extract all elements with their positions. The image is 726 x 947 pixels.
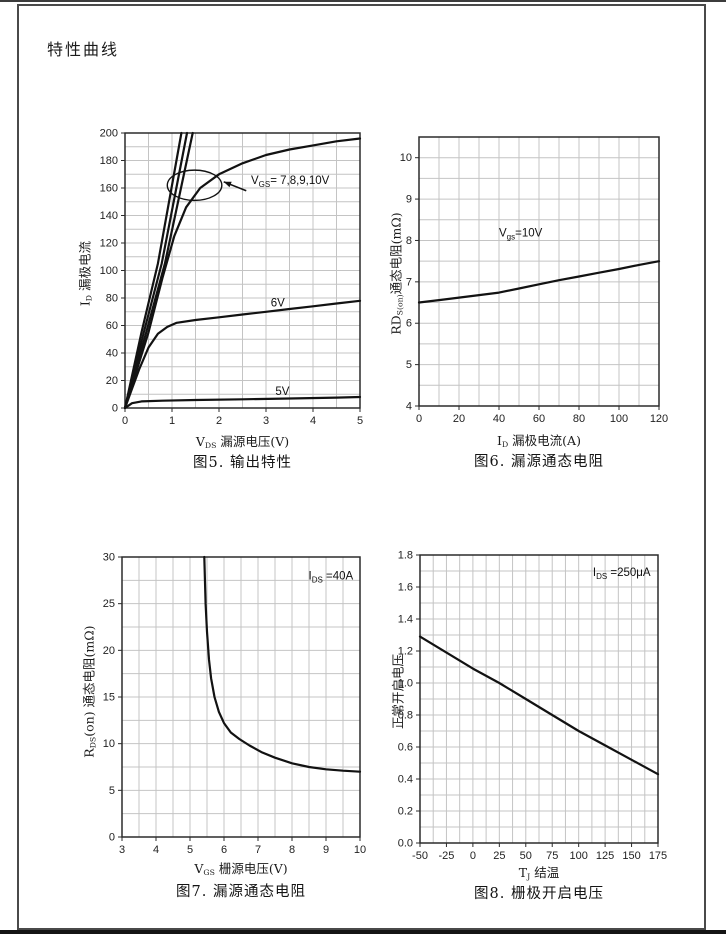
svg-text:140: 140 [100, 210, 118, 222]
svg-text:8: 8 [289, 844, 295, 856]
svg-text:1.4: 1.4 [398, 614, 413, 626]
svg-text:20: 20 [106, 375, 118, 387]
svg-text:10: 10 [400, 152, 412, 164]
svg-text:5: 5 [109, 785, 115, 797]
figure6-rdson-vs-id-chart: 0 20 40 60 80 100 120 4 5 6 7 8 9 10 Vgs=10V [400, 136, 668, 425]
svg-text:1.0: 1.0 [398, 678, 413, 690]
figure7-x-axis-label: VGS 栅源电压(V) [194, 861, 288, 878]
svg-text:1: 1 [169, 415, 175, 427]
svg-text:25: 25 [103, 598, 115, 610]
page-title: 特性曲线 [47, 40, 120, 59]
figure8-threshold-vs-temp-chart: -50 -25 0 25 50 75 100 125 150 175 0.0 0.2 0.4 0.6 0.8… [398, 550, 667, 863]
svg-text:9: 9 [323, 844, 329, 856]
svg-text:8: 8 [406, 235, 412, 247]
svg-text:120: 120 [650, 413, 668, 425]
figure5-y-axis-label: ID 漏极电流 [77, 241, 94, 307]
svg-text:5V: 5V [275, 386, 289, 398]
svg-text:10: 10 [103, 738, 115, 750]
svg-text:0.4: 0.4 [398, 774, 413, 786]
svg-text:200: 200 [100, 128, 118, 140]
figure5-output-characteristics-chart: 0 1 2 3 4 5 0 20 40 60 80 100 120 140 160 180 200 6V 5V VGS… [100, 128, 363, 428]
svg-text:1.8: 1.8 [398, 550, 413, 562]
svg-text:80: 80 [106, 293, 118, 305]
svg-text:Vgs=10V: Vgs=10V [499, 227, 543, 241]
svg-text:0: 0 [109, 832, 115, 844]
svg-text:0.6: 0.6 [398, 742, 413, 754]
figure8-caption: 图8. 栅极开启电压 [474, 886, 604, 902]
svg-text:1.2: 1.2 [398, 646, 413, 658]
svg-text:175: 175 [649, 850, 667, 862]
figure8-y-axis-label: 正常开启电压 [390, 654, 406, 730]
svg-text:4: 4 [153, 844, 159, 856]
svg-text:5: 5 [357, 415, 363, 427]
figure5-x-axis-label: VDS 漏源电压(V) [195, 434, 290, 451]
figure7-caption: 图7. 漏源通态电阻 [176, 884, 306, 900]
svg-text:0.8: 0.8 [398, 710, 413, 722]
svg-text:60: 60 [533, 413, 545, 425]
page-top-rule [0, 0, 726, 2]
svg-text:1.6: 1.6 [398, 582, 413, 594]
svg-text:125: 125 [596, 850, 614, 862]
svg-text:75: 75 [546, 850, 558, 862]
figure5-caption: 图5. 输出特性 [193, 455, 292, 471]
svg-text:7: 7 [255, 844, 261, 856]
svg-text:160: 160 [100, 183, 118, 195]
figure6-x-axis-label: ID 漏极电流(A) [497, 433, 581, 450]
page-bottom-rule [0, 930, 726, 934]
svg-text:0: 0 [470, 850, 476, 862]
svg-text:-50: -50 [412, 850, 428, 862]
page-border-frame [17, 4, 706, 930]
svg-text:80: 80 [573, 413, 585, 425]
svg-text:IDS =40A: IDS =40A [308, 570, 353, 584]
figure6-y-axis-label: RDS(on)通态电阻(mΩ) [388, 212, 405, 335]
svg-text:15: 15 [103, 692, 115, 704]
svg-text:40: 40 [493, 413, 505, 425]
svg-text:40: 40 [106, 348, 118, 360]
svg-text:7: 7 [406, 276, 412, 288]
svg-text:100: 100 [100, 265, 118, 277]
svg-text:60: 60 [106, 320, 118, 332]
svg-text:6: 6 [221, 844, 227, 856]
svg-text:4: 4 [310, 415, 316, 427]
figure7-y-axis-label: RDS(on) 通态电阻(mΩ) [81, 625, 98, 758]
svg-text:5: 5 [187, 844, 193, 856]
svg-text:25: 25 [493, 850, 505, 862]
svg-text:20: 20 [453, 413, 465, 425]
svg-text:0: 0 [416, 413, 422, 425]
svg-text:120: 120 [100, 238, 118, 250]
svg-text:6: 6 [406, 318, 412, 330]
svg-text:50: 50 [520, 850, 532, 862]
figure8-x-axis-label: TJ 结温 [518, 865, 560, 882]
figure6-caption: 图6. 漏源通态电阻 [474, 454, 604, 470]
svg-text:9: 9 [406, 194, 412, 206]
svg-text:180: 180 [100, 155, 118, 167]
svg-text:0.0: 0.0 [398, 838, 413, 850]
svg-text:0: 0 [122, 415, 128, 427]
svg-text:10: 10 [354, 844, 366, 856]
svg-text:100: 100 [610, 413, 628, 425]
svg-text:6V: 6V [271, 297, 285, 309]
svg-text:VGS= 7,8,9,10V: VGS= 7,8,9,10V [251, 175, 330, 189]
svg-text:0.2: 0.2 [398, 806, 413, 818]
figure7-rdson-vs-vgs-chart: 3 4 5 6 7 8 9 10 0 5 10 15 20 25 30 IDS =40A [103, 552, 366, 857]
svg-text:3: 3 [263, 415, 269, 427]
svg-text:100: 100 [569, 850, 587, 862]
svg-text:5: 5 [406, 359, 412, 371]
svg-text:0: 0 [112, 403, 118, 415]
svg-text:150: 150 [622, 850, 640, 862]
svg-text:20: 20 [103, 645, 115, 657]
svg-text:4: 4 [406, 401, 412, 413]
svg-text:3: 3 [119, 844, 125, 856]
svg-text:-25: -25 [438, 850, 454, 862]
svg-text:IDS =250μA: IDS =250μA [593, 567, 651, 581]
svg-text:2: 2 [216, 415, 222, 427]
svg-text:30: 30 [103, 552, 115, 564]
